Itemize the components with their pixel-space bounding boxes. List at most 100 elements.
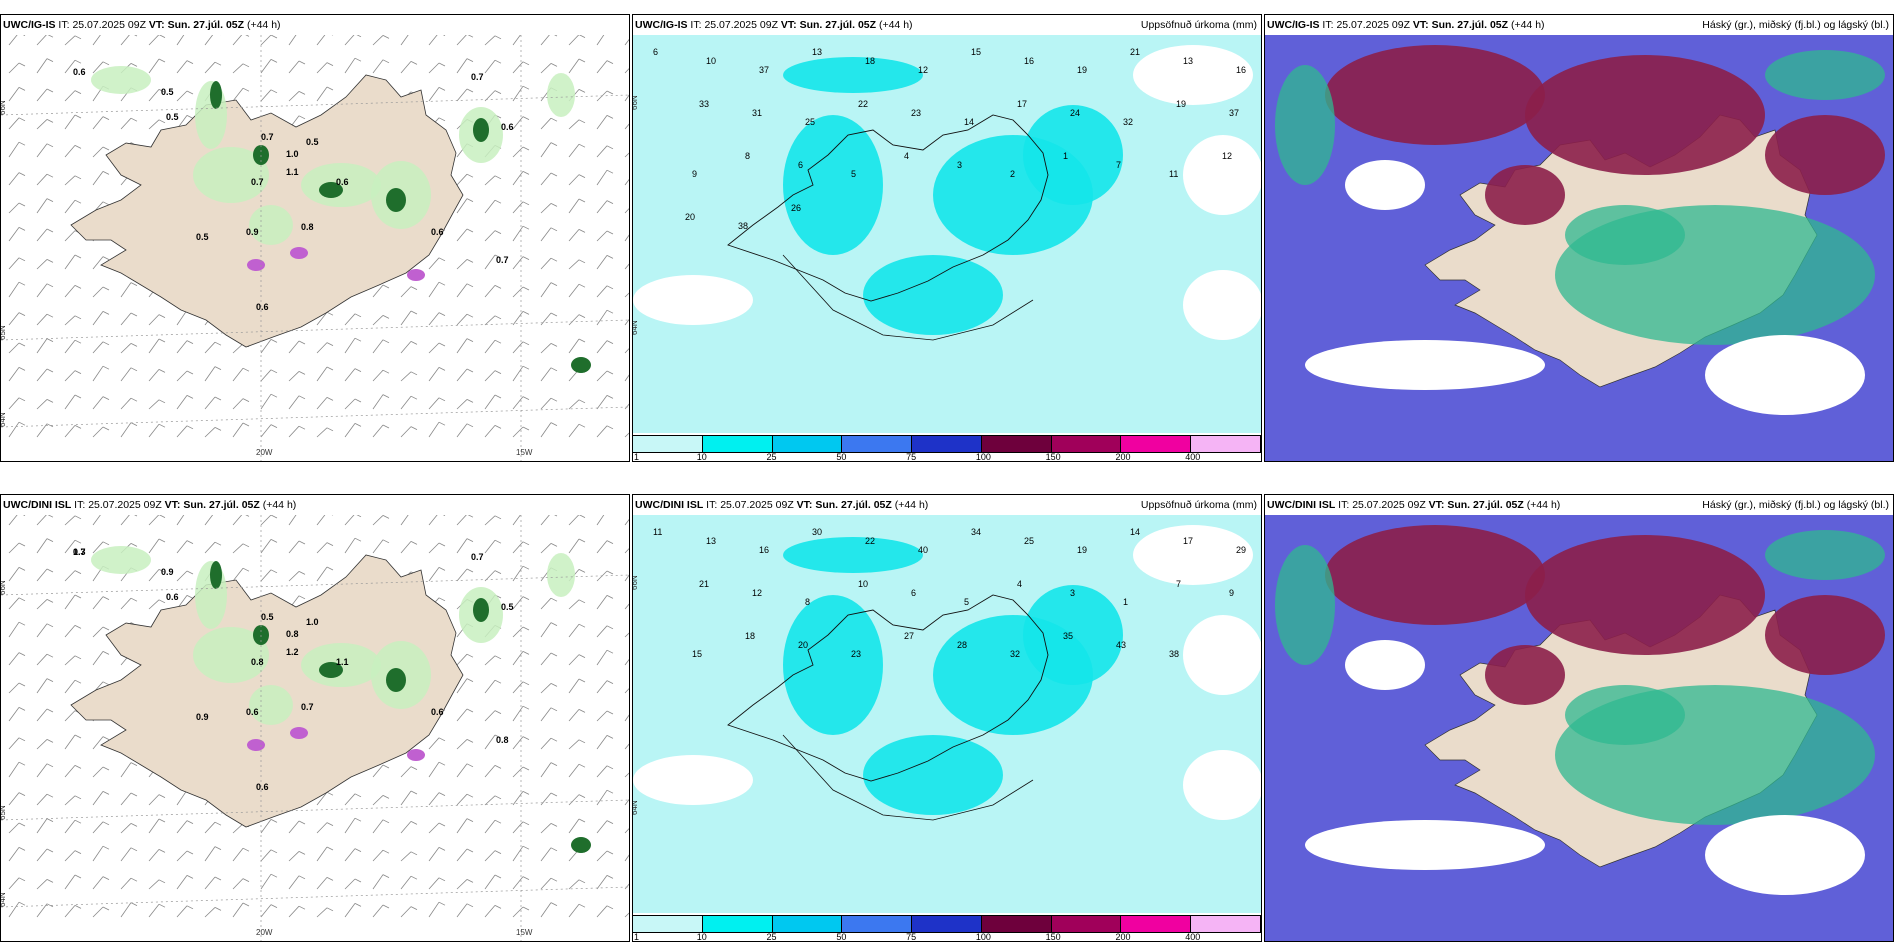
precip-value-label: 13 xyxy=(706,536,716,546)
mid-cloud-area xyxy=(1765,115,1885,195)
precip-value-label: 3 xyxy=(1070,588,1075,598)
precip-value-label: 3 xyxy=(957,160,962,170)
clear-sky-area xyxy=(1345,640,1425,690)
precip-value-label: 28 xyxy=(957,640,967,650)
precip-value-label: 9 xyxy=(692,169,697,179)
legend-label: 1 xyxy=(634,452,640,462)
it-value: 25.07.2025 09Z xyxy=(704,19,778,31)
it-value: 25.07.2025 09Z xyxy=(1352,499,1426,511)
precip-value-label: 37 xyxy=(759,65,769,75)
latitude-label: 66N xyxy=(633,575,639,590)
high-cloud-area xyxy=(1565,205,1685,265)
legend-label: 100 xyxy=(975,452,991,462)
map-panel-5: UWC/DINI ISL IT: 25.07.2025 09Z VT: Sun.… xyxy=(632,494,1262,942)
map-area: 66N 64N 11 13 16 30 22 40 34 25 19 14 17 29 21 12 8 10 6 5 4… xyxy=(633,515,1261,941)
precip-value-label: 6 xyxy=(798,160,803,170)
no-precip-area xyxy=(633,755,753,805)
precip-value-label: 38 xyxy=(738,221,748,231)
precip-value-label: 10 xyxy=(858,579,868,589)
precip-value-label: 19 xyxy=(1176,99,1186,109)
panel-header: UWC/IG-IS IT: 25.07.2025 09Z VT: Sun. 27… xyxy=(633,15,1261,35)
legend-label: 10 xyxy=(696,452,707,462)
precip-value-label: 4 xyxy=(904,151,909,161)
model-name: UWC/DINI ISL xyxy=(3,499,72,511)
wind-speed-label: 0.8 xyxy=(496,735,509,745)
wind-speed-label: 0.5 xyxy=(501,602,514,612)
gust-area xyxy=(407,269,425,281)
precip-value-label: 14 xyxy=(1130,527,1140,537)
map-panel-6: UWC/DINI ISL IT: 25.07.2025 09Z VT: Sun.… xyxy=(1264,494,1894,942)
lead-time: (+44 h) xyxy=(246,19,281,31)
legend-label: 50 xyxy=(836,452,847,462)
lead-time: (+44 h) xyxy=(262,499,297,511)
wind-strong-area xyxy=(210,81,222,109)
wind-strong-area xyxy=(386,188,406,212)
latitude-label: 64N xyxy=(1,412,7,427)
panel-title: Háský (gr.), miðský (fj.bl.) og lágský (… xyxy=(1702,19,1889,31)
it-label: IT: xyxy=(706,499,718,511)
high-cloud-area xyxy=(1765,50,1885,100)
wind-speed-label: 0.9 xyxy=(246,227,259,237)
it-label: IT: xyxy=(74,499,86,511)
wind-area xyxy=(547,73,575,117)
precip-value-label: 19 xyxy=(1077,65,1087,75)
precip-value-label: 17 xyxy=(1017,99,1027,109)
precip-value-label: 10 xyxy=(706,56,716,66)
precip-value-label: 13 xyxy=(1183,56,1193,66)
map-area xyxy=(1265,515,1893,941)
clear-sky-area xyxy=(1305,820,1545,870)
precip-value-label: 27 xyxy=(904,631,914,641)
wind-speed-label: 0.9 xyxy=(196,712,209,722)
precip-value-label: 14 xyxy=(964,117,974,127)
wind-speed-label: 0.7 xyxy=(301,702,314,712)
it-label: IT: xyxy=(690,19,702,31)
latitude-label: 65N xyxy=(1,805,7,820)
precip-value-label: 32 xyxy=(1123,117,1133,127)
vt-value: Sun. 27.júl. 05Z xyxy=(815,499,892,511)
wind-speed-label: 0.6 xyxy=(431,707,444,717)
it-label: IT: xyxy=(1322,19,1334,31)
panel-header: UWC/DINI ISL IT: 25.07.2025 09Z VT: Sun.… xyxy=(1,495,629,515)
legend-swatch xyxy=(633,435,703,453)
precip-value-label: 20 xyxy=(685,212,695,222)
mid-cloud-area xyxy=(1485,165,1565,225)
legend-swatch xyxy=(1191,435,1261,453)
wind-speed-label: 0.6 xyxy=(73,67,86,77)
precip-value-label: 7 xyxy=(1176,579,1181,589)
gust-area xyxy=(290,727,308,739)
legend-swatch xyxy=(981,435,1052,453)
model-name: UWC/IG-IS xyxy=(3,19,56,31)
precip-value-label: 13 xyxy=(812,47,822,57)
precip-value-label: 6 xyxy=(653,47,658,57)
coastline-south xyxy=(782,254,1034,341)
wind-speed-label: 0.6 xyxy=(336,177,349,187)
mid-cloud-area xyxy=(1485,645,1565,705)
no-precip-area xyxy=(1133,45,1253,105)
panel-header: UWC/DINI ISL IT: 25.07.2025 09Z VT: Sun.… xyxy=(633,495,1261,515)
precip-value-label: 18 xyxy=(865,56,875,66)
longitude-label: 20W xyxy=(256,928,273,937)
precip-value-label: 26 xyxy=(791,203,801,213)
precip-legend: 1 10 25 50 75 100 150 200 400 xyxy=(633,913,1261,941)
precip-value-label: 37 xyxy=(1229,108,1239,118)
wind-area xyxy=(91,546,151,574)
clear-sky-area xyxy=(1705,335,1865,415)
wind-strong-area xyxy=(473,598,489,622)
precip-value-label: 11 xyxy=(653,527,662,537)
legend-label: 1 xyxy=(634,932,640,942)
map-panel-4: UWC/DINI ISL IT: 25.07.2025 09Z VT: Sun.… xyxy=(0,494,630,942)
mid-cloud-area xyxy=(1325,45,1545,145)
precip-value-label: 7 xyxy=(1116,160,1121,170)
wind-speed-label: 0.6 xyxy=(501,122,514,132)
wind-speed-label: 0.8 xyxy=(251,657,264,667)
it-value: 25.07.2025 09Z xyxy=(1336,19,1410,31)
panel-header: UWC/DINI ISL IT: 25.07.2025 09Z VT: Sun.… xyxy=(1265,495,1893,515)
it-value: 25.07.2025 09Z xyxy=(88,499,162,511)
precip-value-label: 21 xyxy=(699,579,709,589)
model-name: UWC/DINI ISL xyxy=(1267,499,1336,511)
legend-label: 200 xyxy=(1115,452,1131,462)
vt-label: VT: xyxy=(780,19,797,31)
wind-speed-label: 0.5 xyxy=(166,112,179,122)
legend-label: 150 xyxy=(1045,452,1061,462)
wind-area xyxy=(547,553,575,597)
